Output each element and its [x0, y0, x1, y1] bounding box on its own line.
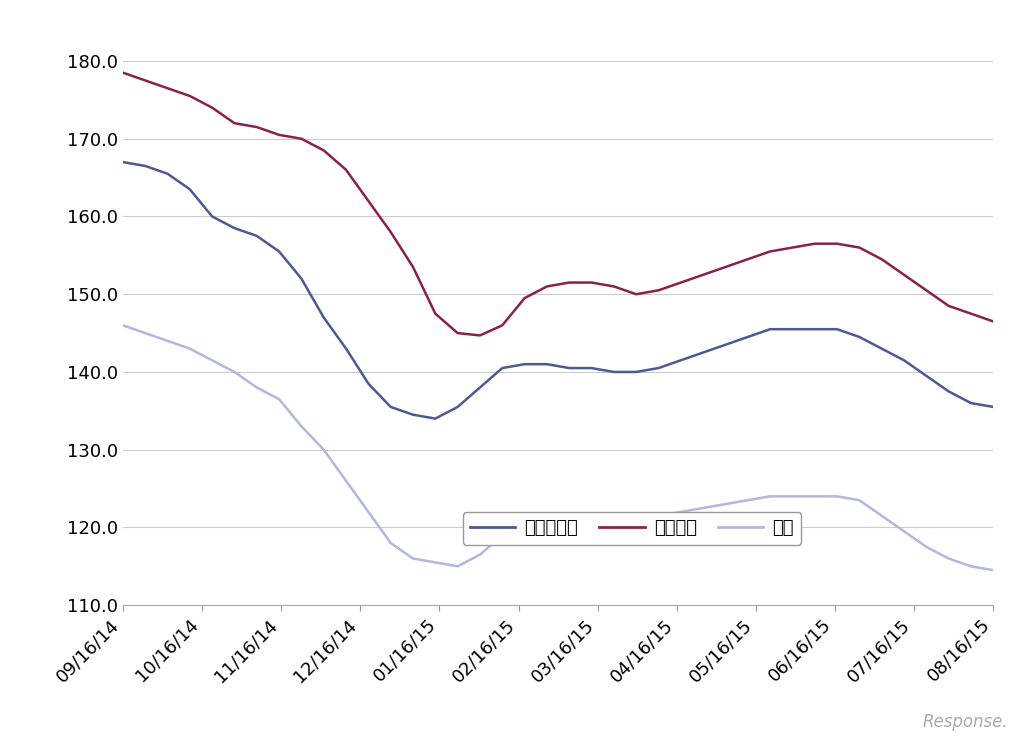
- Text: Response.: Response.: [923, 713, 1009, 731]
- Legend: レギュラー, ハイオク, 軽油: レギュラー, ハイオク, 軽油: [463, 512, 801, 545]
